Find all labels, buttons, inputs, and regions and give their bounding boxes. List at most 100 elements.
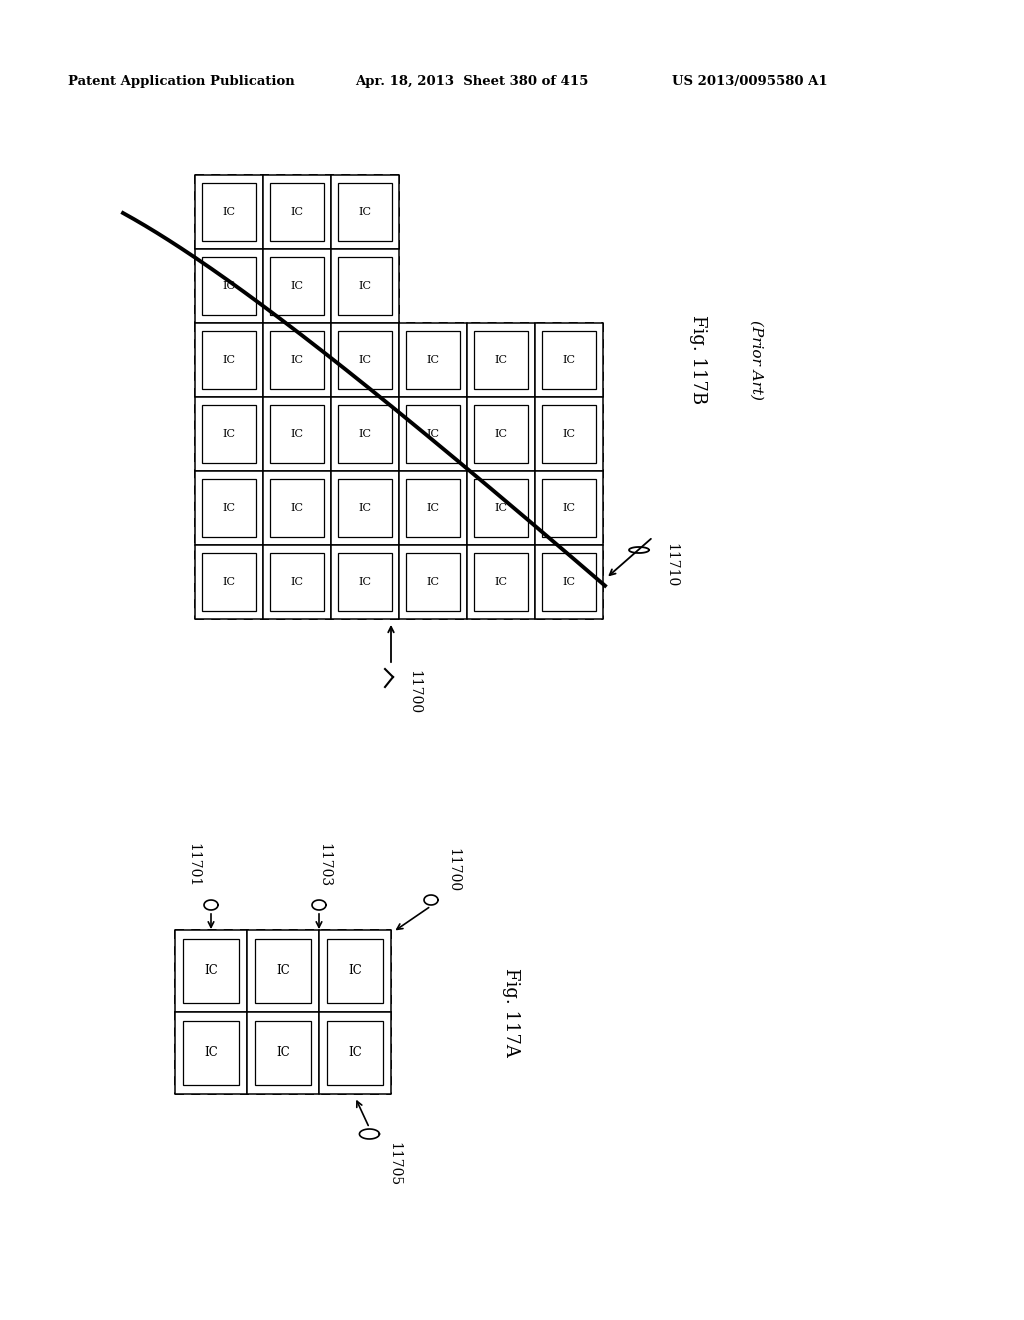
Bar (263, 176, 331, 249)
Bar (195, 249, 263, 323)
Bar (399, 397, 467, 471)
Bar (270, 405, 324, 463)
Bar (270, 331, 324, 389)
Bar (195, 545, 263, 619)
Text: IC: IC (276, 1047, 290, 1060)
Bar (195, 397, 263, 471)
Bar (339, 479, 391, 537)
Bar (543, 479, 596, 537)
Bar (183, 1022, 239, 1085)
Bar (255, 939, 311, 1003)
Text: 11701: 11701 (186, 843, 200, 887)
Bar (399, 471, 467, 545)
Text: IC: IC (222, 355, 236, 366)
Bar (331, 249, 399, 323)
Bar (255, 1022, 311, 1085)
Text: Fig. 117B: Fig. 117B (689, 315, 707, 404)
Bar (339, 553, 391, 611)
Bar (407, 553, 460, 611)
Text: IC: IC (358, 207, 372, 216)
Bar (543, 331, 596, 389)
Text: IC: IC (495, 429, 508, 440)
Bar (467, 323, 535, 397)
Bar (319, 1012, 391, 1094)
Text: IC: IC (427, 503, 439, 513)
Text: IC: IC (222, 577, 236, 587)
Bar (270, 553, 324, 611)
Text: IC: IC (495, 503, 508, 513)
Bar (183, 939, 239, 1003)
Bar (203, 405, 256, 463)
Bar (319, 931, 391, 1012)
Text: IC: IC (562, 429, 575, 440)
Bar (263, 545, 331, 619)
Bar (331, 397, 399, 471)
Text: IC: IC (291, 207, 303, 216)
Bar (327, 1022, 383, 1085)
Bar (203, 553, 256, 611)
Text: Patent Application Publication: Patent Application Publication (68, 75, 295, 88)
Text: IC: IC (291, 281, 303, 290)
Bar (474, 553, 527, 611)
Text: 11710: 11710 (664, 543, 678, 587)
Text: IC: IC (562, 577, 575, 587)
Text: IC: IC (222, 429, 236, 440)
Text: IC: IC (495, 355, 508, 366)
Text: Apr. 18, 2013  Sheet 380 of 415: Apr. 18, 2013 Sheet 380 of 415 (355, 75, 589, 88)
Text: IC: IC (222, 281, 236, 290)
Bar (535, 397, 603, 471)
Bar (543, 553, 596, 611)
Bar (543, 405, 596, 463)
Text: 11700: 11700 (407, 671, 421, 714)
Bar (467, 471, 535, 545)
Text: IC: IC (358, 503, 372, 513)
Bar (467, 545, 535, 619)
Text: IC: IC (358, 281, 372, 290)
Bar (467, 397, 535, 471)
Bar (407, 479, 460, 537)
Text: IC: IC (348, 1047, 361, 1060)
Text: IC: IC (562, 503, 575, 513)
Bar (327, 939, 383, 1003)
Bar (339, 257, 391, 315)
Bar (331, 471, 399, 545)
Text: IC: IC (348, 965, 361, 978)
Text: IC: IC (276, 965, 290, 978)
Bar (399, 545, 467, 619)
Bar (407, 405, 460, 463)
Bar (331, 545, 399, 619)
Text: IC: IC (291, 577, 303, 587)
Bar (270, 257, 324, 315)
Bar (474, 405, 527, 463)
Bar (263, 323, 331, 397)
Text: IC: IC (427, 429, 439, 440)
Bar (331, 176, 399, 249)
Bar (203, 479, 256, 537)
Text: IC: IC (358, 429, 372, 440)
Text: IC: IC (222, 207, 236, 216)
Text: IC: IC (427, 355, 439, 366)
Bar (195, 323, 263, 397)
Text: Fig. 117A: Fig. 117A (502, 968, 520, 1056)
Text: (Prior Art): (Prior Art) (749, 319, 763, 400)
Bar (535, 323, 603, 397)
Bar (263, 397, 331, 471)
Text: IC: IC (204, 1047, 218, 1060)
Bar (474, 479, 527, 537)
Text: IC: IC (291, 429, 303, 440)
Bar (263, 471, 331, 545)
Text: IC: IC (291, 503, 303, 513)
Text: IC: IC (495, 577, 508, 587)
Text: IC: IC (222, 503, 236, 513)
Text: IC: IC (291, 355, 303, 366)
Bar (195, 176, 263, 249)
Bar (195, 471, 263, 545)
Bar (247, 1012, 319, 1094)
Bar (203, 257, 256, 315)
Bar (270, 479, 324, 537)
Bar (474, 331, 527, 389)
Bar (535, 471, 603, 545)
Bar (203, 183, 256, 240)
Text: US 2013/0095580 A1: US 2013/0095580 A1 (672, 75, 827, 88)
Bar (399, 323, 467, 397)
